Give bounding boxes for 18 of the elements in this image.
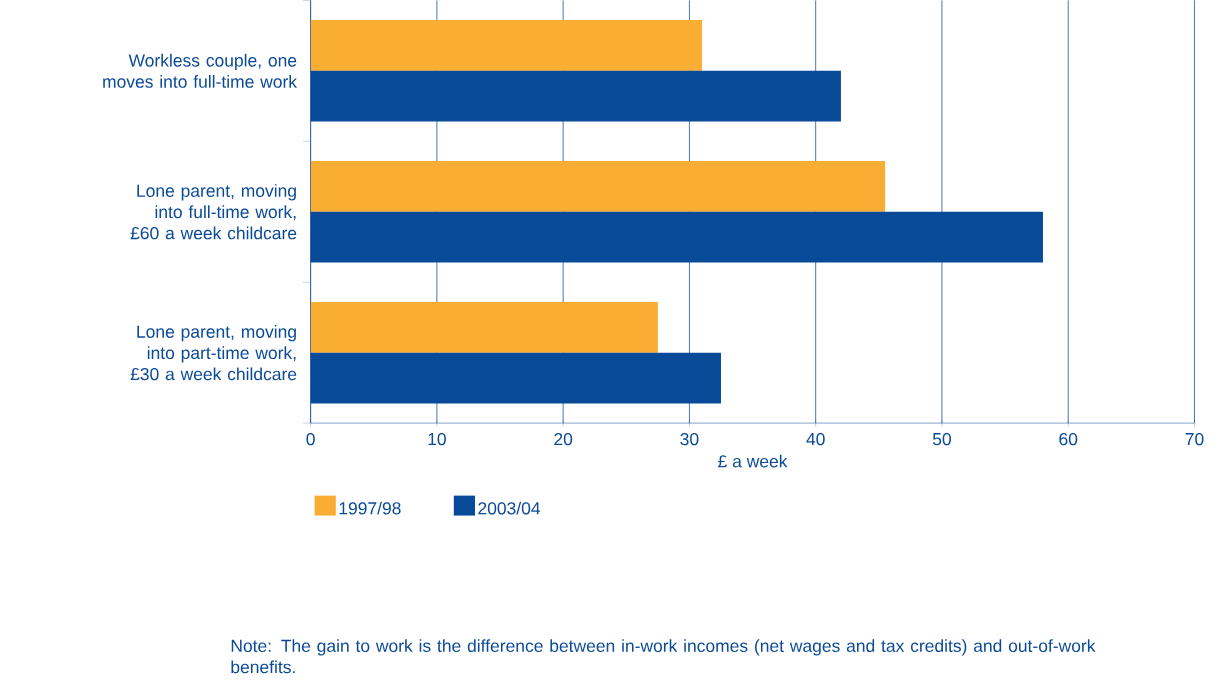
x-tick-label: 20 bbox=[554, 432, 573, 446]
x-tick-label: 50 bbox=[932, 432, 951, 446]
y-tick-label: Workless couple, one moves into full-time work bbox=[103, 53, 298, 88]
x-axis-title: £ a week bbox=[718, 454, 788, 468]
bar bbox=[310, 301, 658, 353]
x-tick-label: 30 bbox=[680, 432, 699, 446]
x-tick-label: 40 bbox=[806, 432, 825, 446]
bar bbox=[310, 160, 886, 212]
x-tick-label: 10 bbox=[428, 432, 446, 446]
y-tick-label: Lone parent, moving into full-time work, £60 a week childcare bbox=[130, 184, 297, 240]
legend-label: 2003/04 bbox=[478, 501, 541, 515]
x-tick-label: 0 bbox=[306, 432, 315, 446]
legend-label: 1997/98 bbox=[339, 501, 401, 515]
y-tick-label: Lone parent, moving into part-time work, £30 a week childcare bbox=[130, 325, 297, 381]
bar bbox=[310, 20, 703, 71]
x-tick-label: 60 bbox=[1059, 432, 1078, 446]
text: Note: The gain to work is the difference between in-work incomes (net wages and tax credits) and out-of-work benefits. bbox=[231, 639, 1096, 674]
x-tick-label: 70 bbox=[1185, 432, 1204, 446]
